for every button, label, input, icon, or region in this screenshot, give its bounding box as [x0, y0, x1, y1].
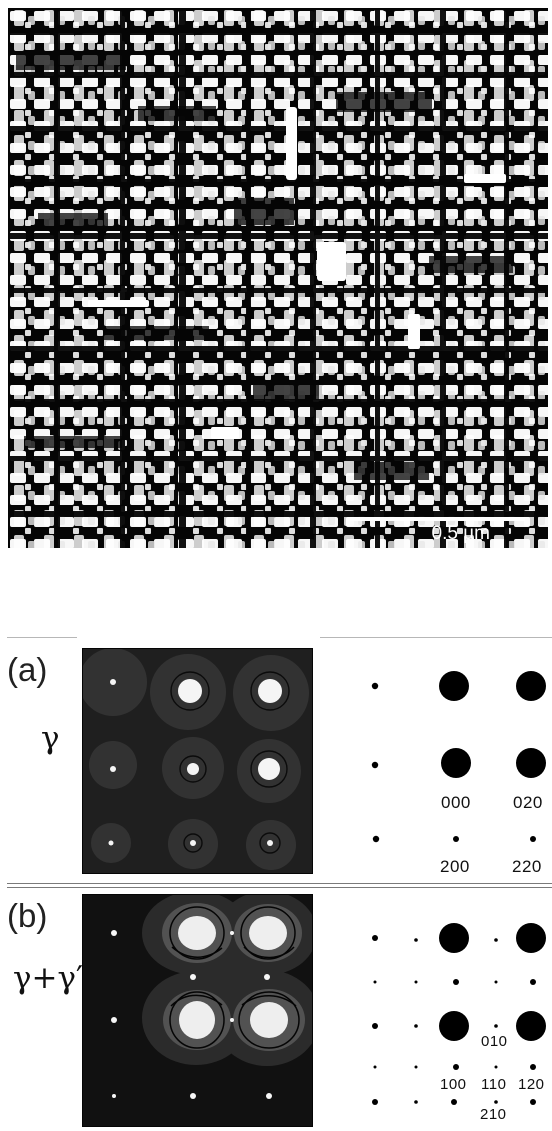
panel-divider-bottom: [7, 887, 552, 888]
panel-b-diffraction-image: [82, 894, 313, 1127]
panel-b-label: (b): [7, 897, 48, 934]
panel-a-reciprocal-lattice: [371, 671, 546, 843]
scale-bar: [350, 517, 525, 521]
panel-b-index-010: 010: [481, 1033, 508, 1050]
gamma-prime-precipitate-pattern: [8, 8, 548, 548]
panel-a-label: (a): [7, 651, 48, 688]
panel-a-diffraction-image: [82, 648, 313, 874]
panel-b-diffraction-pattern: [83, 895, 312, 1126]
microstructure-micrograph: 0.5 µm: [8, 8, 548, 548]
panel-a-index-220: 220: [512, 857, 542, 876]
panel-a-index-000: 000: [441, 793, 471, 812]
panel-a-index-200: 200: [440, 857, 470, 876]
panel-a-phase-label: γ: [41, 720, 60, 756]
panel-a-top-rule-right: [320, 637, 552, 638]
panel-b-index-210: 210: [480, 1106, 507, 1123]
panel-b-index-120: 120: [518, 1076, 545, 1093]
panel-a-index-020: 020: [513, 793, 543, 812]
panel-a-diffraction-pattern: [83, 649, 312, 873]
panel-divider-top: [7, 883, 552, 884]
scale-bar-label: 0.5 µm: [431, 523, 490, 544]
panel-b-index-100: 100: [440, 1076, 467, 1093]
panel-b-phase-label: γ+γ′: [13, 960, 84, 996]
panel-b-index-110: 110: [481, 1076, 507, 1093]
panel-b-reciprocal-lattice: [372, 923, 546, 1105]
panel-a-top-rule-left: [7, 637, 77, 638]
